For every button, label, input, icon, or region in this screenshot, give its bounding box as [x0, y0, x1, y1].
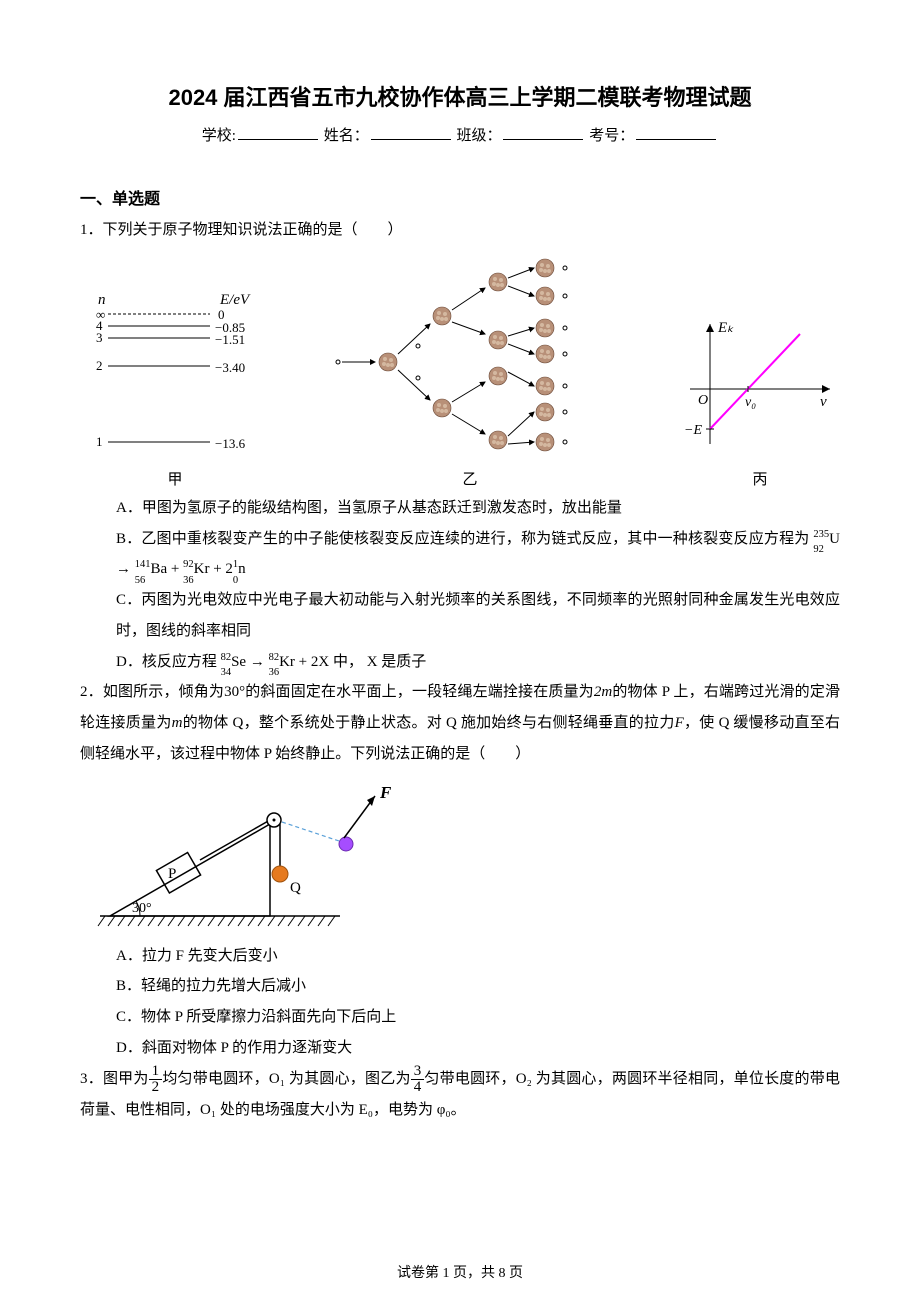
section-title: 一、单选题	[80, 185, 840, 209]
q1-stem: 1．下列关于原子物理知识说法正确的是（ ）	[80, 215, 840, 246]
page-footer: 试卷第 1 页，共 8 页	[0, 1262, 920, 1282]
origin-label: O	[698, 393, 708, 408]
q2-stem: 2．如图所示，倾角为30°的斜面固定在水平面上，一段轻绳左端拴接在质量为2m 的物…	[80, 677, 840, 769]
chain-reaction-diagram	[320, 254, 620, 464]
q2-option-b: B．轻绳的拉力先增大后减小	[80, 971, 840, 1002]
page: 2024 届江西省五市九校协作体高三上学期二模联考物理试题 学校: 姓名： 班级…	[0, 0, 920, 1302]
e151: −1.51	[215, 332, 245, 347]
q2-mid1: 的斜面固定在水平面上，一段轻绳左端拴接在质量为	[245, 684, 594, 700]
q2-mass2m: 2m	[594, 684, 612, 700]
q3-mid1: 均匀带电圆环，O₁ 为其圆心，图乙为	[162, 1071, 411, 1087]
nu-label: ν	[820, 394, 827, 410]
fig-label-bing: 丙	[752, 468, 767, 489]
q2-option-d: D．斜面对物体 P 的作用力逐渐变大	[80, 1033, 840, 1064]
q1-figures-row: n E/eV ∞ 0 4 −0.85 3 −1.51 2 −3.40 1	[80, 254, 840, 489]
angle-label: 30°	[132, 901, 152, 916]
Q-label: Q	[290, 880, 301, 896]
q2-massm: m	[172, 715, 183, 731]
q1-optd-pre: D．核反应方程	[116, 654, 217, 670]
school-blank[interactable]	[238, 139, 318, 140]
student-info-line: 学校: 姓名： 班级： 考号：	[80, 124, 840, 145]
P-label: P	[168, 866, 176, 882]
ek-label: Eₖ	[717, 320, 734, 336]
examid-blank[interactable]	[636, 139, 716, 140]
exam-title: 2024 届江西省五市九校协作体高三上学期二模联考物理试题	[80, 80, 840, 112]
fig-label-yi: 乙	[462, 468, 477, 489]
q1-option-d: D．核反应方程 8234Se → 8236Kr + 2X 中， X 是质子	[80, 647, 840, 678]
incline-pulley-diagram: 30° P Q F	[90, 776, 410, 936]
q3-pre: 3．图甲为	[80, 1071, 149, 1087]
level-1: 1	[96, 434, 103, 449]
q2-forceF: F	[675, 715, 684, 731]
q2-pre: 2．如图所示，倾角为	[80, 684, 224, 700]
q1-option-a: A．甲图为氢原子的能级结构图，当氢原子从基态跃迁到激发态时，放出能量	[80, 493, 840, 524]
photoelectric-graph: Eₖ ν O ν₀ −E	[680, 314, 840, 464]
class-label: 班级：	[456, 128, 501, 144]
F-label: F	[379, 783, 392, 802]
q1-fig-yi: 乙	[320, 254, 620, 489]
q1-option-c: C．丙图为光电效应中光电子最大初动能与入射光频率的关系图线，不同频率的光照射同种…	[80, 585, 840, 647]
minusE-label: −E	[684, 423, 702, 438]
q1-fig-bing: Eₖ ν O ν₀ −E 丙	[680, 314, 840, 489]
q1-optb-pre: B．乙图中重核裂变产生的中子能使核裂变反应连续的进行，称为链式反应，其中一种核裂…	[116, 531, 809, 547]
class-blank[interactable]	[503, 139, 583, 140]
energy-level-diagram: n E/eV ∞ 0 4 −0.85 3 −1.51 2 −3.40 1	[90, 284, 260, 464]
q2-angle: 30°	[224, 684, 245, 700]
e136: −13.6	[215, 436, 246, 451]
nu0-label: ν₀	[745, 395, 756, 410]
name-label: 姓名：	[324, 128, 369, 144]
q1-option-b: B．乙图中重核裂变产生的中子能使核裂变反应连续的进行，称为链式反应，其中一种核裂…	[80, 524, 840, 586]
fig-label-jia: 甲	[167, 468, 182, 489]
q1-fig-jia: n E/eV ∞ 0 4 −0.85 3 −1.51 2 −3.40 1	[90, 284, 260, 489]
q2-option-c: C．物体 P 所受摩擦力沿斜面先向下后向上	[80, 1002, 840, 1033]
q3-stem: 3．图甲为12均匀带电圆环，O₁ 为其圆心，图乙为34匀带电圆环，O₂ 为其圆心…	[80, 1064, 840, 1126]
level-2: 2	[96, 358, 103, 373]
E-label: E/eV	[219, 292, 251, 308]
q2-mid3: 的物体 Q，整个系统处于静止状态。对 Q 施加始终与右侧轻绳垂直的拉力	[182, 715, 674, 731]
q2-figure: 30° P Q F	[80, 776, 840, 941]
n-label: n	[98, 292, 106, 308]
name-blank[interactable]	[371, 139, 451, 140]
q1-optd-eq: 8234Se → 8236Kr + 2X	[221, 654, 333, 670]
q2-option-a: A．拉力 F 先变大后变小	[80, 941, 840, 972]
level-3: 3	[96, 330, 103, 345]
e340: −3.40	[215, 360, 245, 375]
examid-label: 考号：	[589, 128, 634, 144]
school-label: 学校:	[202, 128, 236, 144]
q1-optd-post: 中， X 是质子	[333, 654, 426, 670]
